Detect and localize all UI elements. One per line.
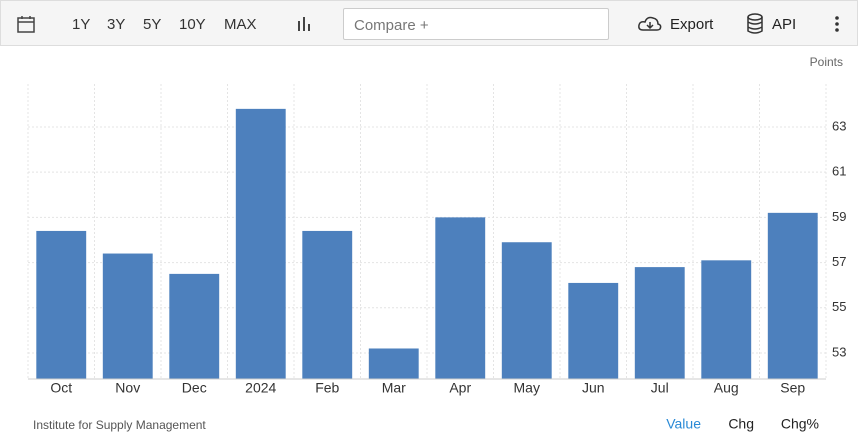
export-button[interactable]: Export <box>670 16 714 33</box>
bar <box>302 230 353 379</box>
x-tick-label: Nov <box>115 380 140 396</box>
chart-type-icon[interactable] <box>295 15 313 33</box>
bar <box>36 230 87 379</box>
bar <box>368 348 419 379</box>
view-tab[interactable]: Chg% <box>781 416 819 432</box>
bar <box>501 242 552 379</box>
unit-label: Points <box>810 55 843 69</box>
menu-icon[interactable] <box>833 15 841 33</box>
y-tick-label: 57 <box>832 254 846 269</box>
x-tick-label: Jul <box>651 380 669 396</box>
bar <box>169 273 220 379</box>
export-icon[interactable] <box>637 14 663 34</box>
range-button[interactable]: 5Y <box>143 16 162 33</box>
bar <box>634 267 685 379</box>
x-tick-label: Jun <box>582 380 605 396</box>
y-tick-label: 59 <box>832 209 846 224</box>
y-tick-label: 55 <box>832 299 846 314</box>
api-icon[interactable] <box>746 13 764 35</box>
y-tick-label: 63 <box>832 118 846 133</box>
x-tick-label: Dec <box>182 380 207 396</box>
calendar-icon[interactable] <box>16 14 36 34</box>
x-tick-label: Aug <box>714 380 739 396</box>
bar <box>235 108 286 379</box>
x-tick-label: Mar <box>382 380 406 396</box>
range-button[interactable]: 1Y <box>72 16 91 33</box>
x-tick-label: Feb <box>315 380 339 396</box>
toolbar: 1Y 3Y 5Y 10Y MAX Compare + Export API <box>0 0 858 46</box>
x-tick-label: May <box>514 380 540 396</box>
chart: Points Institute for Supply Management V… <box>27 55 846 432</box>
view-tab[interactable]: Chg <box>728 416 754 432</box>
x-tick-label: Apr <box>449 380 471 396</box>
range-button[interactable]: 10Y <box>179 16 206 33</box>
compare-input[interactable]: Compare + <box>343 8 609 40</box>
x-tick-label: Oct <box>50 380 72 396</box>
range-button[interactable]: MAX <box>224 16 257 33</box>
source: Institute for Supply Management <box>33 418 206 432</box>
view-tab[interactable]: Value <box>666 416 701 432</box>
bar <box>767 212 818 379</box>
bar <box>568 282 619 379</box>
bar <box>435 217 486 379</box>
range-button[interactable]: 3Y <box>107 16 126 33</box>
bar <box>701 260 752 379</box>
y-tick-label: 53 <box>832 344 846 359</box>
bar <box>102 253 153 379</box>
y-tick-label: 61 <box>832 164 846 179</box>
api-button[interactable]: API <box>772 16 797 33</box>
x-tick-label: Sep <box>780 380 805 396</box>
x-tick-label: 2024 <box>245 380 276 396</box>
